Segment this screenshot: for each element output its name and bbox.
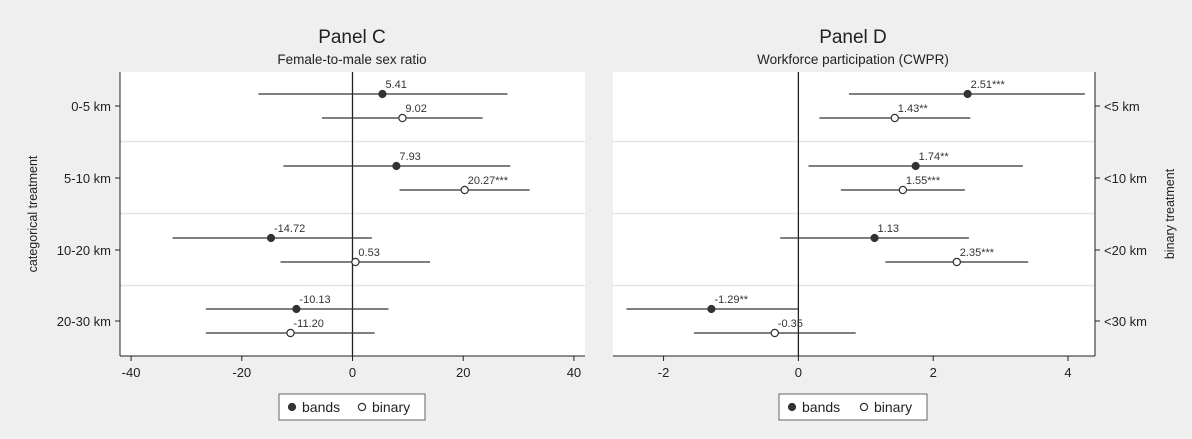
panel-d-legend-bands-label: bands bbox=[802, 399, 840, 415]
panel-c-x-tick-label: -20 bbox=[232, 365, 251, 380]
panel-d-binary-data-label: 1.55*** bbox=[906, 175, 941, 187]
panel-c-bands-data-label: 5.41 bbox=[385, 79, 406, 91]
panel-c-legend-binary-label: binary bbox=[372, 399, 410, 415]
panel-d-bands-data-label: 1.13 bbox=[878, 223, 899, 235]
panel-d-legend-binary-label: binary bbox=[874, 399, 912, 415]
panel-d-x-tick-label: 2 bbox=[930, 365, 937, 380]
panel-d-binary-point bbox=[890, 113, 899, 123]
panel-d-binary-data-label: 1.43** bbox=[898, 103, 929, 115]
panel-c-legend-binary-marker bbox=[357, 402, 367, 412]
panel-c-x-tick-label: 0 bbox=[349, 365, 356, 380]
panel-c-binary-data-label: 9.02 bbox=[405, 103, 426, 115]
panel-d-binary-point bbox=[952, 257, 962, 267]
panel-d-binary-point bbox=[770, 328, 779, 338]
panel-c-x-tick-label: -40 bbox=[122, 365, 141, 380]
panel-d-bands-point bbox=[707, 304, 716, 314]
panel-d-bands-data-label: -1.29** bbox=[714, 294, 748, 306]
panel-c-legend: bands binary bbox=[278, 393, 426, 421]
panel-c-x-tick-label: 40 bbox=[567, 365, 581, 380]
panel-c-binary-data-label: 20.27*** bbox=[468, 175, 509, 187]
panel-c-bands-data-label: 7.93 bbox=[399, 151, 420, 163]
panel-d: Panel D Workforce participation (CWPR) -… bbox=[613, 27, 1177, 421]
panel-c-y-tick-label: 0-5 km bbox=[71, 99, 111, 114]
panel-d-legend-box bbox=[778, 393, 928, 421]
panel-d-x-tick-label: 0 bbox=[795, 365, 802, 380]
panel-d-marks: -2 0 2 4 <5 km <10 km <20 km <30 km 2.51*** 1.74*… bbox=[613, 72, 1147, 380]
panel-c-y-tick-label: 20-30 km bbox=[57, 314, 111, 329]
panel-c-bands-data-label: -14.72 bbox=[274, 223, 305, 235]
panel-d-legend: bands binary bbox=[778, 393, 928, 421]
panel-c-bands-point bbox=[378, 89, 387, 99]
panel-d-subtitle: Workforce participation (CWPR) bbox=[757, 52, 949, 67]
panel-c-y-tick-label: 5-10 km bbox=[64, 171, 111, 186]
right-axis-title: binary treatment bbox=[1163, 168, 1177, 259]
panel-d-bands-point bbox=[870, 233, 879, 243]
panel-c-title: Panel C bbox=[318, 27, 386, 48]
panel-d-y-tick-label: <20 km bbox=[1104, 243, 1147, 258]
panel-d-legend-bands-marker bbox=[787, 402, 797, 412]
panel-d-bands-point bbox=[911, 161, 920, 171]
panel-d-binary-data-label: -0.35 bbox=[778, 318, 803, 330]
panel-c-bands-data-label: -10.13 bbox=[299, 294, 330, 306]
panel-d-bands-data-label: 2.51*** bbox=[971, 79, 1006, 91]
panel-c-legend-bands-marker bbox=[287, 402, 297, 412]
panel-d-bands-point bbox=[963, 89, 972, 99]
panel-c-legend-box bbox=[278, 393, 426, 421]
panel-c-subtitle: Female-to-male sex ratio bbox=[277, 52, 426, 67]
panel-d-x-tick-label: -2 bbox=[658, 365, 670, 380]
panel-d-y-tick-label: <10 km bbox=[1104, 171, 1147, 186]
panel-c-x-tick-label: 20 bbox=[456, 365, 470, 380]
panel-c-binary-point bbox=[351, 257, 360, 267]
panel-c-bands-point bbox=[292, 304, 301, 314]
panel-d-legend-binary-marker bbox=[859, 402, 869, 412]
panel-d-title: Panel D bbox=[819, 27, 887, 48]
panel-d-y-tick-label: <30 km bbox=[1104, 314, 1147, 329]
panel-d-bands-data-label: 1.74** bbox=[919, 151, 950, 163]
panel-d-binary-point bbox=[898, 185, 908, 195]
panel-d-y-tick-label: <5 km bbox=[1104, 99, 1140, 114]
panel-c-legend-bands-label: bands bbox=[302, 399, 340, 415]
panel-c-bands-point bbox=[392, 161, 401, 171]
panel-d-x-tick-label: 4 bbox=[1064, 365, 1071, 380]
panel-d-binary-data-label: 2.35*** bbox=[960, 247, 995, 259]
left-axis-title: categorical treatment bbox=[26, 155, 40, 272]
panel-c-binary-point bbox=[460, 185, 469, 195]
panel-c-binary-data-label: 0.53 bbox=[358, 247, 379, 259]
panel-c: Panel C Female-to-male sex ratio -40 -20 0… bbox=[26, 27, 585, 421]
panel-c-binary-data-label: -11.20 bbox=[294, 318, 324, 330]
panel-c-binary-point bbox=[286, 328, 295, 338]
panel-c-binary-point bbox=[398, 113, 407, 123]
panel-c-marks: -40 -20 0 20 40 0-5 km 5-10 km 10-20 km 20-30 km… bbox=[57, 72, 585, 380]
panel-c-bands-point bbox=[266, 233, 276, 243]
panel-c-y-tick-label: 10-20 km bbox=[57, 243, 111, 258]
